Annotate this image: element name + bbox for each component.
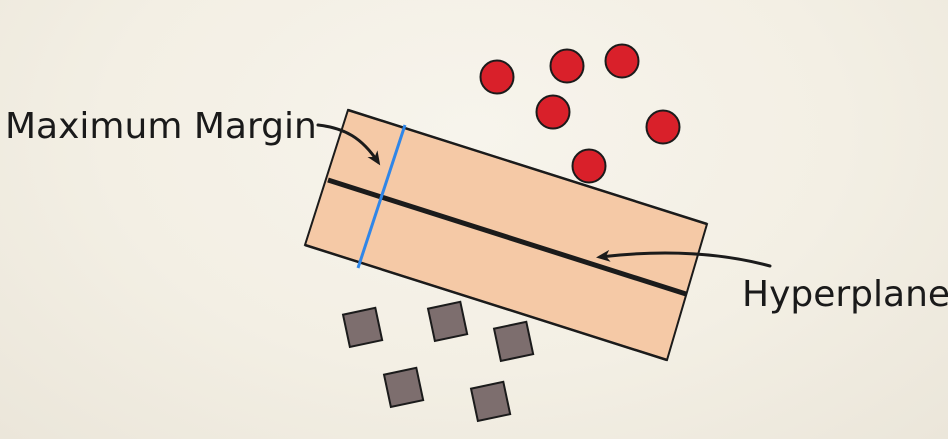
lower-margin-boundary bbox=[304, 243, 668, 362]
red-circle bbox=[549, 48, 585, 84]
red-circle bbox=[535, 94, 571, 130]
grey-square-class bbox=[341, 300, 535, 423]
hyperplane-arrow bbox=[596, 249, 772, 268]
maximum-margin-arrow bbox=[316, 123, 381, 166]
grey-square bbox=[426, 300, 469, 343]
red-circle-class bbox=[479, 43, 681, 184]
grey-square bbox=[492, 320, 535, 363]
hyperplane-label: Hyperplane bbox=[742, 274, 948, 315]
red-circle bbox=[479, 59, 515, 95]
grey-square bbox=[469, 380, 512, 423]
upper-margin-boundary bbox=[347, 108, 708, 226]
hyperplane-line bbox=[327, 177, 687, 297]
grey-square bbox=[341, 306, 384, 349]
maximum-margin-label: Maximum Margin bbox=[5, 106, 317, 147]
margin-width-indicator bbox=[356, 124, 407, 269]
red-circle bbox=[645, 109, 681, 145]
red-circle bbox=[571, 148, 607, 184]
red-circle bbox=[604, 43, 640, 79]
grey-square bbox=[382, 366, 425, 409]
